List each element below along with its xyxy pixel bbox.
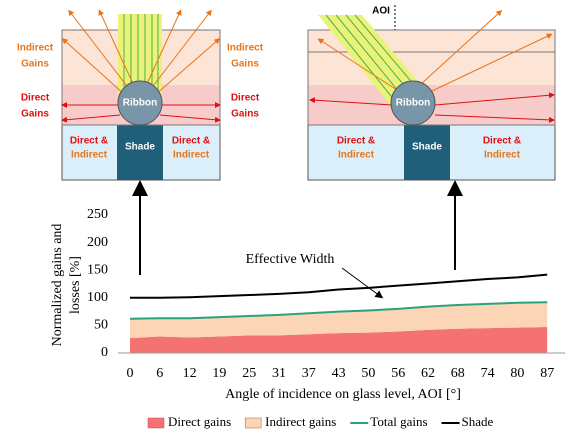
line bbox=[130, 275, 547, 298]
y-tick-label: 0 bbox=[101, 345, 108, 360]
x-axis-label: Angle of incidence on glass level, AOI [… bbox=[225, 387, 461, 402]
indirect-bottom-label: Indirect bbox=[173, 150, 210, 161]
legend-label: Direct gains bbox=[168, 414, 231, 429]
y-tick-label: 100 bbox=[87, 290, 108, 305]
annotation-arrow bbox=[342, 268, 380, 296]
ribbon-label: Ribbon bbox=[396, 98, 430, 109]
ribbon-label: Ribbon bbox=[123, 98, 157, 109]
direct-and-label: Direct & bbox=[483, 136, 521, 147]
y-axis-label: Normalized gains and bbox=[50, 224, 65, 347]
aoi-label: AOI bbox=[372, 6, 390, 17]
x-tick-label: 12 bbox=[183, 366, 197, 381]
x-tick-label: 37 bbox=[302, 366, 316, 381]
direct-label: Gains bbox=[231, 109, 259, 120]
indirect-label: Gains bbox=[21, 59, 49, 70]
diagram-left: Ribbon Shade Indirect Gains Indirect Gai… bbox=[17, 12, 264, 180]
x-tick-label: 56 bbox=[391, 366, 405, 381]
indirect-label: Gains bbox=[231, 59, 259, 70]
legend-label: Shade bbox=[462, 414, 494, 429]
direct-label: Direct bbox=[21, 93, 50, 104]
direct-and-label: Direct & bbox=[70, 136, 108, 147]
indirect-bottom-label: Indirect bbox=[71, 150, 108, 161]
x-tick-label: 80 bbox=[510, 366, 524, 381]
x-tick-label: 43 bbox=[332, 366, 346, 381]
indirect-bottom-label: Indirect bbox=[338, 150, 375, 161]
direct-and-label: Direct & bbox=[172, 136, 210, 147]
x-tick-label: 25 bbox=[242, 366, 256, 381]
legend-swatch bbox=[148, 418, 164, 428]
x-tick-label: 31 bbox=[272, 366, 286, 381]
x-tick-label: 68 bbox=[451, 366, 465, 381]
direct-label: Direct bbox=[231, 93, 260, 104]
shade-label: Shade bbox=[125, 142, 155, 153]
figure: Ribbon Shade Indirect Gains Indirect Gai… bbox=[0, 0, 567, 437]
x-tick-label: 74 bbox=[481, 366, 495, 381]
y-tick-label: 250 bbox=[87, 207, 108, 222]
indirect-label: Indirect bbox=[227, 43, 264, 54]
annotation: Effective Width bbox=[246, 252, 335, 267]
y-tick-label: 150 bbox=[87, 262, 108, 277]
y-tick-label: 50 bbox=[94, 318, 108, 333]
shade-label: Shade bbox=[412, 142, 442, 153]
diagram-right: AOI Ribbon Shade Direct & Indirect Direc… bbox=[308, 5, 555, 180]
x-tick-label: 62 bbox=[421, 366, 435, 381]
legend-label: Total gains bbox=[370, 414, 427, 429]
indirect-bottom-label: Indirect bbox=[484, 150, 521, 161]
x-tick-label: 50 bbox=[361, 366, 375, 381]
legend-swatch bbox=[245, 418, 261, 428]
direct-label: Gains bbox=[21, 109, 49, 120]
x-tick-label: 19 bbox=[212, 366, 226, 381]
y-axis-label: losses [%] bbox=[68, 256, 83, 314]
indirect-label: Indirect bbox=[17, 43, 54, 54]
direct-and-label: Direct & bbox=[337, 136, 375, 147]
x-tick-label: 6 bbox=[156, 366, 163, 381]
y-tick-label: 200 bbox=[87, 235, 108, 250]
legend-label: Indirect gains bbox=[265, 414, 336, 429]
x-tick-label: 87 bbox=[540, 366, 554, 381]
x-tick-label: 0 bbox=[127, 366, 134, 381]
